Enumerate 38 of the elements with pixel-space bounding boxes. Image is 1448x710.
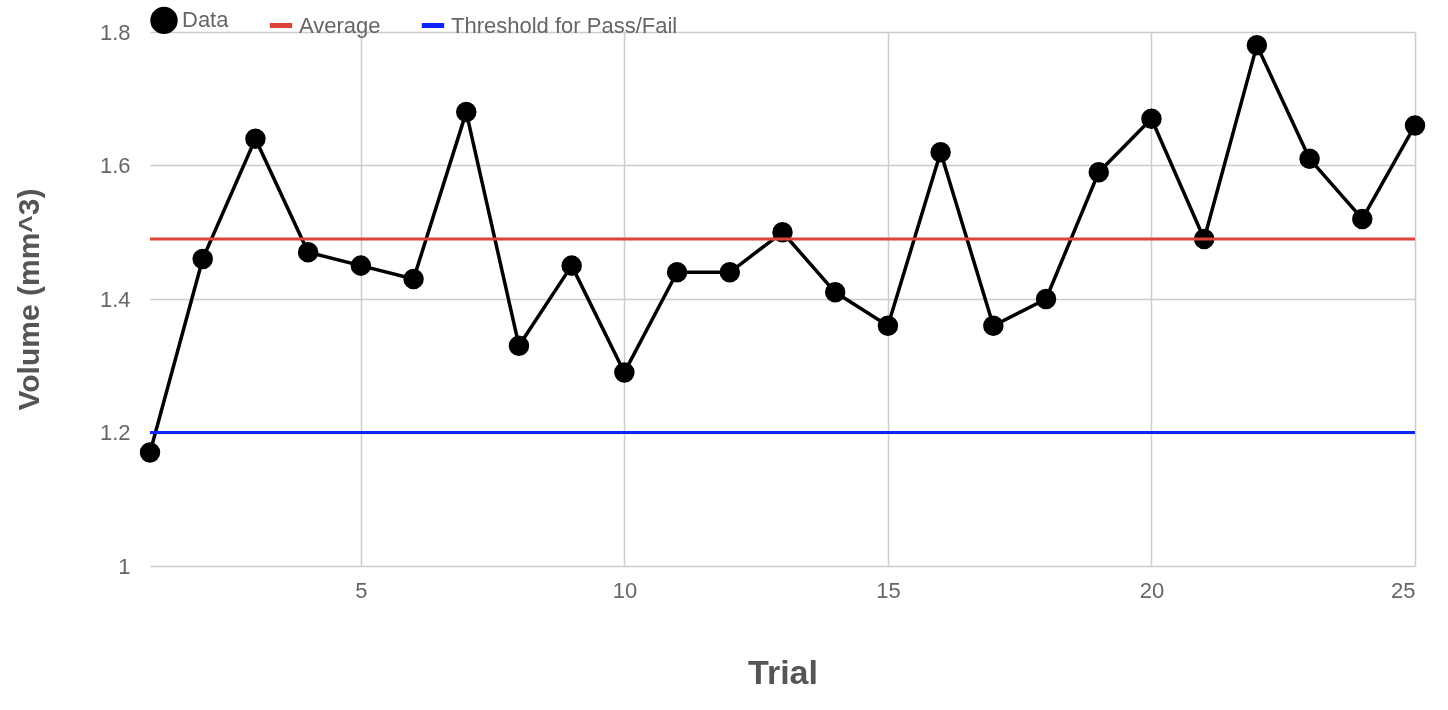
point: [877, 315, 899, 336]
x-axis-title: Trial: [748, 652, 818, 691]
legend-label: Average: [299, 12, 381, 38]
point: [350, 255, 372, 276]
y-tick-label: 1.4: [99, 286, 131, 312]
point: [1352, 208, 1373, 230]
point: [614, 362, 635, 383]
point: [403, 268, 424, 290]
legend-label: Data: [182, 7, 230, 33]
point: [930, 141, 951, 163]
point: [983, 315, 1004, 336]
point: [456, 101, 477, 123]
x-tick-label: 10: [612, 577, 638, 603]
y-axis-title: Volume (mm^3): [11, 188, 45, 411]
y-tick-label: 1.2: [99, 420, 131, 445]
point: [824, 282, 846, 303]
point: [192, 248, 213, 270]
x-tick-label: 25: [1391, 577, 1416, 603]
point: [1141, 108, 1162, 129]
point: [666, 262, 688, 283]
x-tick-label: 20: [1139, 577, 1165, 603]
point: [1299, 148, 1320, 170]
point: [561, 255, 582, 276]
point: [1035, 288, 1057, 310]
y-tick-label: 1.6: [99, 153, 131, 178]
point: [508, 335, 530, 356]
point: [139, 442, 161, 463]
point: [297, 242, 319, 263]
x-tick-label: 15: [876, 577, 901, 603]
y-tick-label: 1: [118, 553, 131, 579]
point: [245, 128, 266, 150]
x-tick-label: 5: [355, 577, 368, 603]
y-tick-label: 1.8: [99, 19, 131, 45]
point: [1404, 115, 1426, 136]
legend-label: Threshold for Pass/Fail: [451, 12, 678, 38]
point: [719, 262, 741, 283]
point: [1088, 161, 1109, 183]
point: [1246, 35, 1268, 56]
